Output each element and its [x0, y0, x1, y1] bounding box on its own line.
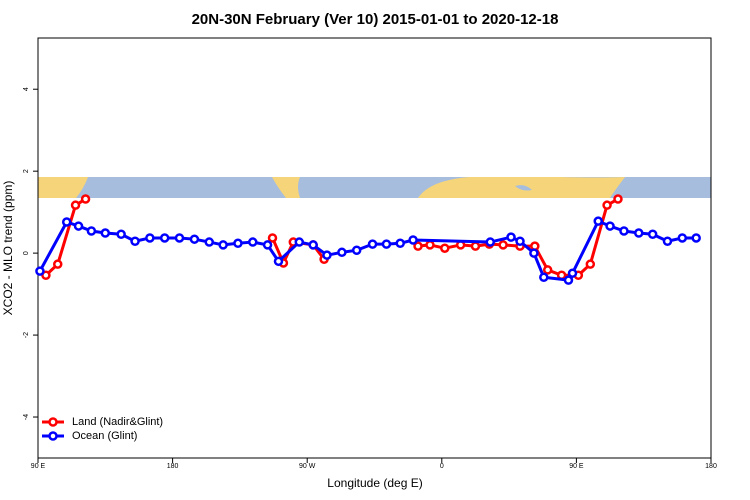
data-point	[662, 236, 673, 246]
data-point	[61, 217, 72, 227]
data-point	[308, 240, 318, 250]
data-point	[529, 248, 539, 258]
data-point	[567, 268, 578, 278]
data-point	[563, 275, 574, 285]
y-tick-label: -4	[23, 414, 30, 420]
chart-title: 20N-30N February (Ver 10) 2015-01-01 to …	[192, 11, 559, 28]
data-point	[506, 232, 516, 242]
data-point	[605, 221, 615, 231]
series-line	[38, 219, 697, 282]
plot-frame	[37, 37, 712, 459]
data-point	[100, 228, 111, 238]
x-tick-label: 90 W	[299, 463, 316, 470]
data-point	[52, 259, 63, 269]
data-point	[691, 233, 701, 243]
legend-marker	[48, 417, 58, 427]
data-point	[593, 216, 603, 226]
data-point	[602, 200, 612, 210]
x-tick-label: 180	[705, 463, 717, 470]
y-tick-label: 2	[23, 169, 30, 173]
x-tick-label: 180	[167, 463, 179, 470]
data-point	[145, 233, 155, 243]
legend-label: Ocean (Glint)	[72, 430, 137, 442]
data-point	[634, 228, 644, 238]
data-point	[273, 256, 284, 267]
data-point	[262, 240, 273, 250]
data-point	[381, 239, 392, 249]
data-point	[539, 272, 549, 283]
data-point	[585, 259, 596, 269]
data-point	[515, 236, 525, 246]
data-point	[408, 235, 418, 245]
data-point	[233, 238, 243, 249]
x-tick-label: 90 E	[31, 463, 46, 470]
data-point	[425, 240, 435, 250]
data-point	[322, 250, 332, 260]
data-point	[174, 233, 185, 243]
data-point	[73, 221, 84, 231]
x-tick-label: 90 E	[569, 463, 584, 470]
data-point	[677, 233, 688, 243]
data-point	[619, 226, 629, 236]
data-point	[647, 229, 658, 240]
y-tick-label: 0	[23, 251, 30, 255]
map-strip	[38, 177, 711, 198]
data-point	[267, 233, 278, 243]
data-point	[498, 240, 508, 250]
x-tick-label: 0	[440, 463, 444, 470]
data-point	[130, 236, 140, 246]
y-tick-label: 4	[23, 87, 30, 91]
data-point	[41, 270, 51, 280]
legend-label: Land (Nadir&Glint)	[72, 416, 163, 428]
data-point	[351, 245, 362, 256]
data-point	[395, 238, 405, 249]
data-point	[70, 200, 81, 210]
data-point	[470, 241, 481, 251]
data-point	[613, 194, 623, 204]
legend: Land (Nadir&Glint) Ocean (Glint)	[42, 416, 163, 442]
data-point	[337, 247, 347, 258]
data-point	[440, 243, 450, 253]
data-point	[80, 194, 91, 204]
data-point	[367, 239, 378, 249]
data-point	[204, 237, 214, 247]
y-tick-label: -2	[23, 332, 30, 338]
data-point	[218, 240, 228, 250]
legend-marker	[48, 431, 58, 441]
data-point	[248, 237, 258, 247]
data-point	[159, 233, 170, 243]
data-point	[294, 237, 305, 247]
data-point	[116, 229, 126, 240]
x-axis-label: Longitude (deg E)	[327, 476, 422, 490]
series-line	[44, 197, 619, 277]
data-point	[35, 266, 45, 276]
data-point	[542, 265, 553, 275]
data-point	[485, 237, 496, 247]
data-point	[189, 234, 200, 244]
y-axis-label: XCO2 - MLO trend (ppm)	[1, 181, 15, 316]
data-point	[413, 241, 423, 251]
data-point	[86, 226, 97, 236]
